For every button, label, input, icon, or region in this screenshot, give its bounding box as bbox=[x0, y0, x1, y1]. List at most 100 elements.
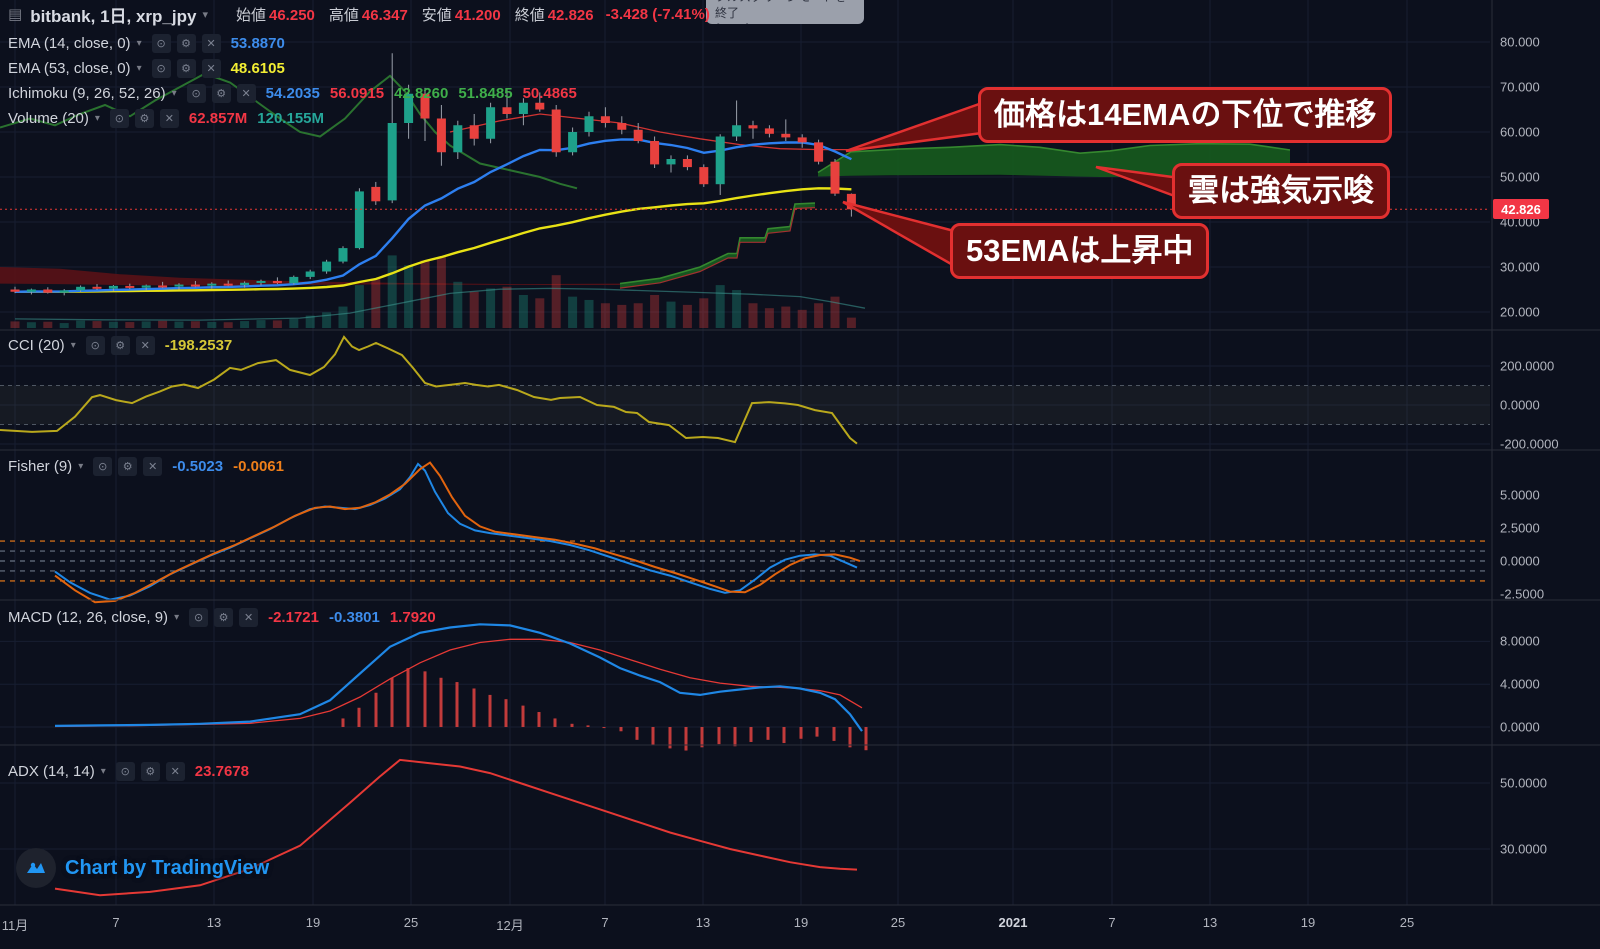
annotation-callout[interactable]: 雲は強気示唆 bbox=[1172, 163, 1390, 219]
candle bbox=[797, 137, 807, 143]
gear-icon[interactable]: ⚙ bbox=[134, 109, 154, 128]
volume-bar bbox=[633, 303, 643, 328]
time-axis-label: 13 bbox=[1202, 915, 1218, 930]
indicator-value: -0.0061 bbox=[233, 458, 284, 475]
close-icon[interactable]: ✕ bbox=[135, 336, 155, 355]
indicator-value: 120.155M bbox=[257, 110, 324, 127]
chevron-down-icon[interactable]: ▾ bbox=[136, 38, 142, 49]
chevron-down-icon[interactable]: ▾ bbox=[78, 461, 84, 472]
gear-icon[interactable]: ⚙ bbox=[110, 336, 130, 355]
candle bbox=[732, 125, 742, 137]
ohlc-field: 安値 41.200 bbox=[421, 6, 501, 24]
indicator-title[interactable]: EMA (14, close, 0) bbox=[8, 35, 131, 52]
volume-bar bbox=[715, 285, 725, 328]
eye-icon[interactable]: ⊙ bbox=[151, 59, 171, 78]
eye-icon[interactable]: ⊙ bbox=[186, 84, 206, 103]
indicator-title[interactable]: Fisher (9) bbox=[8, 458, 73, 475]
indicator-title[interactable]: MACD (12, 26, close, 9) bbox=[8, 609, 169, 626]
volume-bar bbox=[190, 321, 200, 328]
gear-icon[interactable]: ⚙ bbox=[140, 762, 160, 781]
close-icon[interactable]: ✕ bbox=[201, 59, 221, 78]
price-axis-label: 80.000 bbox=[1500, 34, 1540, 50]
gear-icon[interactable]: ⚙ bbox=[176, 59, 196, 78]
candle bbox=[453, 125, 463, 153]
chevron-down-icon[interactable]: ▾ bbox=[100, 766, 106, 777]
indicator-title[interactable]: Ichimoku (9, 26, 52, 26) bbox=[8, 85, 166, 102]
annotation-callout[interactable]: 53EMAは上昇中 bbox=[950, 223, 1210, 279]
candle bbox=[748, 125, 758, 129]
candle bbox=[518, 102, 528, 114]
price-axis-label: 200.0000 bbox=[1500, 358, 1555, 374]
symbol-title[interactable]: bitbank, 1日, xrp_jpy bbox=[30, 6, 197, 26]
volume-bar bbox=[322, 312, 332, 328]
candle bbox=[404, 93, 414, 123]
volume-bar bbox=[387, 255, 397, 328]
volume-bar bbox=[26, 322, 36, 328]
indicator-value: 42.8260 bbox=[394, 85, 449, 102]
annotation-tail[interactable] bbox=[845, 101, 984, 153]
close-icon[interactable]: ✕ bbox=[201, 34, 221, 53]
chevron-down-icon[interactable]: ▾ bbox=[202, 8, 208, 21]
indicator-value: -0.5023 bbox=[172, 458, 224, 475]
volume-bar bbox=[141, 321, 151, 328]
volume-bar bbox=[76, 320, 86, 328]
time-axis-label: 13 bbox=[206, 915, 222, 930]
tradingview-watermark[interactable]: Chart by TradingView bbox=[16, 848, 269, 888]
annotation-callout[interactable]: 価格は14EMAの下位で推移 bbox=[978, 87, 1393, 143]
close-icon[interactable]: ✕ bbox=[236, 84, 256, 103]
annotation-tail[interactable] bbox=[842, 200, 960, 271]
candle bbox=[764, 128, 774, 134]
candle bbox=[699, 167, 709, 185]
menu-icon[interactable]: ▤ bbox=[8, 6, 23, 23]
gear-icon[interactable]: ⚙ bbox=[118, 457, 138, 476]
gear-icon[interactable]: ⚙ bbox=[211, 84, 231, 103]
volume-bar bbox=[535, 298, 545, 328]
indicator-value: 53.8870 bbox=[230, 35, 285, 52]
close-icon[interactable]: ✕ bbox=[143, 457, 163, 476]
eye-icon[interactable]: ⊙ bbox=[189, 608, 209, 627]
chevron-down-icon[interactable]: ▾ bbox=[70, 340, 76, 351]
ichimoku-kijun-line bbox=[449, 113, 851, 151]
chevron-down-icon[interactable]: ▾ bbox=[174, 612, 180, 623]
volume-bar bbox=[43, 321, 53, 328]
ichimoku-cloud-left bbox=[0, 267, 620, 286]
eye-icon[interactable]: ⊙ bbox=[115, 762, 135, 781]
eye-icon[interactable]: ⊙ bbox=[151, 34, 171, 53]
time-axis-label: 25 bbox=[890, 915, 906, 930]
candle bbox=[781, 133, 791, 138]
time-axis-label: 25 bbox=[1399, 915, 1415, 930]
gear-icon[interactable]: ⚙ bbox=[176, 34, 196, 53]
tradingview-logo-icon[interactable] bbox=[16, 848, 56, 888]
chevron-down-icon[interactable]: ▾ bbox=[136, 63, 142, 74]
gear-icon[interactable]: ⚙ bbox=[214, 608, 234, 627]
tooltip-esc-hint: (ESC) bbox=[715, 21, 855, 24]
eye-icon[interactable]: ⊙ bbox=[85, 336, 105, 355]
indicator-title[interactable]: Volume (20) bbox=[8, 110, 89, 127]
eye-icon[interactable]: ⊙ bbox=[109, 109, 129, 128]
indicator-title[interactable]: CCI (20) bbox=[8, 337, 65, 354]
candle bbox=[223, 283, 233, 286]
close-icon[interactable]: ✕ bbox=[165, 762, 185, 781]
eye-icon[interactable]: ⊙ bbox=[93, 457, 113, 476]
chevron-down-icon[interactable]: ▾ bbox=[171, 88, 177, 99]
volume-bar bbox=[108, 321, 118, 328]
tooltip-text: フルスクリーンモードを終了 bbox=[715, 0, 846, 20]
indicator-title[interactable]: EMA (53, close, 0) bbox=[8, 60, 131, 77]
candle bbox=[10, 289, 20, 292]
time-axis-label: 19 bbox=[793, 915, 809, 930]
close-icon[interactable]: ✕ bbox=[239, 608, 259, 627]
candle bbox=[814, 142, 824, 162]
indicator-title[interactable]: ADX (14, 14) bbox=[8, 763, 95, 780]
volume-bar bbox=[748, 303, 758, 328]
candle bbox=[338, 248, 348, 262]
close-icon[interactable]: ✕ bbox=[159, 109, 179, 128]
volume-bar bbox=[469, 291, 479, 328]
chevron-down-icon[interactable]: ▾ bbox=[94, 113, 100, 124]
volume-bar bbox=[666, 301, 676, 328]
watermark-text[interactable]: Chart by TradingView bbox=[65, 856, 270, 879]
volume-bar bbox=[59, 323, 69, 328]
indicator-value: 56.0915 bbox=[329, 85, 385, 102]
indicator-value: 1.7920 bbox=[389, 609, 436, 626]
price-axis-label: 70.000 bbox=[1500, 79, 1540, 95]
